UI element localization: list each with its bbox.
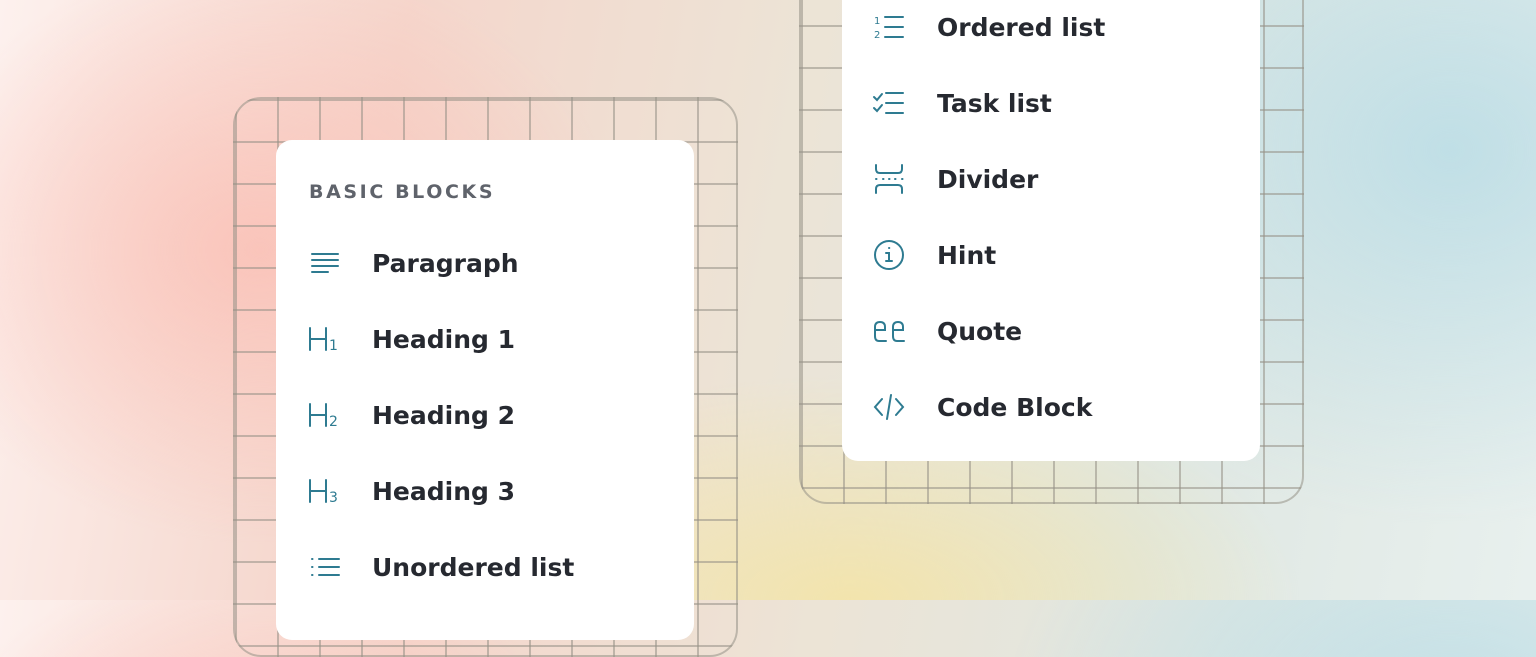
menu-item-label: Unordered list (372, 552, 575, 582)
menu-item-label: Code Block (937, 392, 1093, 422)
svg-text:1: 1 (874, 16, 880, 27)
svg-text:3: 3 (329, 490, 338, 506)
menu-item-unordered-list[interactable]: Unordered list (307, 537, 574, 597)
menu-item-paragraph[interactable]: Paragraph (307, 233, 519, 293)
heading-2-icon: 2 (309, 403, 338, 430)
hint-icon (874, 240, 904, 270)
menu-item-label: Paragraph (372, 248, 519, 278)
menu-item-quote[interactable]: Quote (872, 301, 1022, 361)
menu-item-label: Heading 2 (372, 400, 516, 430)
menu-item-label: Heading 1 (372, 324, 516, 354)
menu-item-hint[interactable]: Hint (872, 225, 996, 285)
quote-icon (874, 320, 905, 342)
divider-icon (875, 164, 904, 194)
code-block-icon (873, 394, 905, 420)
svg-text:2: 2 (329, 414, 338, 430)
menu-item-label: Task list (937, 88, 1052, 118)
heading-3-icon: 3 (309, 479, 338, 506)
menu-item-heading-1[interactable]: 1 Heading 1 (307, 309, 515, 369)
menu-item-divider[interactable]: Divider (872, 149, 1038, 209)
menu-item-task-list[interactable]: Task list (872, 73, 1052, 133)
heading-1-icon: 1 (309, 327, 338, 354)
menu-item-heading-3[interactable]: 3 Heading 3 (307, 461, 515, 521)
svg-text:2: 2 (874, 30, 880, 41)
menu-item-code-block[interactable]: Code Block (872, 377, 1092, 437)
menu-item-label: Heading 3 (372, 476, 516, 506)
menu-item-heading-2[interactable]: 2 Heading 2 (307, 385, 515, 445)
ordered-list-icon: 12 (874, 16, 904, 41)
paragraph-icon (311, 253, 339, 273)
svg-text:1: 1 (329, 338, 338, 354)
menu-section-heading: BASIC BLOCKS (309, 181, 496, 203)
basic-blocks-menu: BASIC BLOCKS Paragraph 1 Heading 1 2 Hea… (276, 140, 694, 640)
task-list-icon (873, 92, 904, 114)
menu-item-label: Hint (937, 240, 997, 270)
unordered-list-icon (311, 558, 340, 576)
menu-item-label: Quote (937, 316, 1023, 346)
menu-item-label: Divider (937, 164, 1039, 194)
menu-item-label: Ordered list (937, 12, 1106, 42)
